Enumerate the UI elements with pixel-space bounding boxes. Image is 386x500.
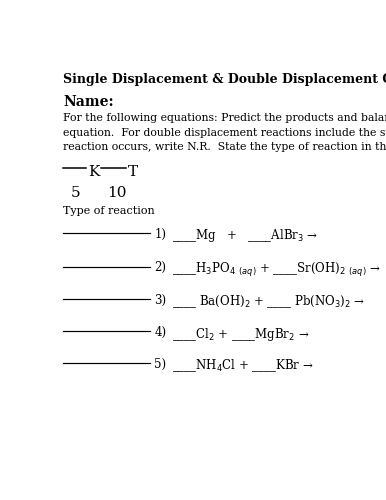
Text: 10: 10: [107, 186, 127, 200]
Text: Name:: Name:: [63, 96, 114, 110]
Text: Single Displacement & Double Displacement Quiz SCH3U: Single Displacement & Double Displacemen…: [63, 74, 386, 86]
Text: For the following equations: Predict the products and balance the chemical
equat: For the following equations: Predict the…: [63, 113, 386, 152]
Text: ____Mg   +   ____AlBr$_3$ →: ____Mg + ____AlBr$_3$ →: [173, 228, 318, 244]
Text: ____H$_3$PO$_4$ $_{(aq)}$ + ____Sr(OH)$_2$ $_{(aq)}$ →: ____H$_3$PO$_4$ $_{(aq)}$ + ____Sr(OH)$_…: [173, 262, 381, 280]
Text: 2): 2): [154, 262, 166, 274]
Text: ____ Ba(OH)$_2$ + ____ Pb(NO$_3$)$_2$ →: ____ Ba(OH)$_2$ + ____ Pb(NO$_3$)$_2$ →: [173, 294, 366, 310]
Text: 5: 5: [71, 186, 81, 200]
Text: 3): 3): [154, 294, 167, 306]
Text: ____NH$_4$Cl + ____KBr →: ____NH$_4$Cl + ____KBr →: [173, 358, 314, 374]
Text: 1): 1): [154, 228, 166, 240]
Text: K: K: [88, 166, 99, 179]
Text: 4): 4): [154, 326, 167, 338]
Text: T: T: [128, 166, 138, 179]
Text: Type of reaction: Type of reaction: [63, 206, 155, 216]
Text: ____Cl$_2$ + ____MgBr$_2$ →: ____Cl$_2$ + ____MgBr$_2$ →: [173, 326, 310, 342]
Text: 5): 5): [154, 358, 167, 370]
